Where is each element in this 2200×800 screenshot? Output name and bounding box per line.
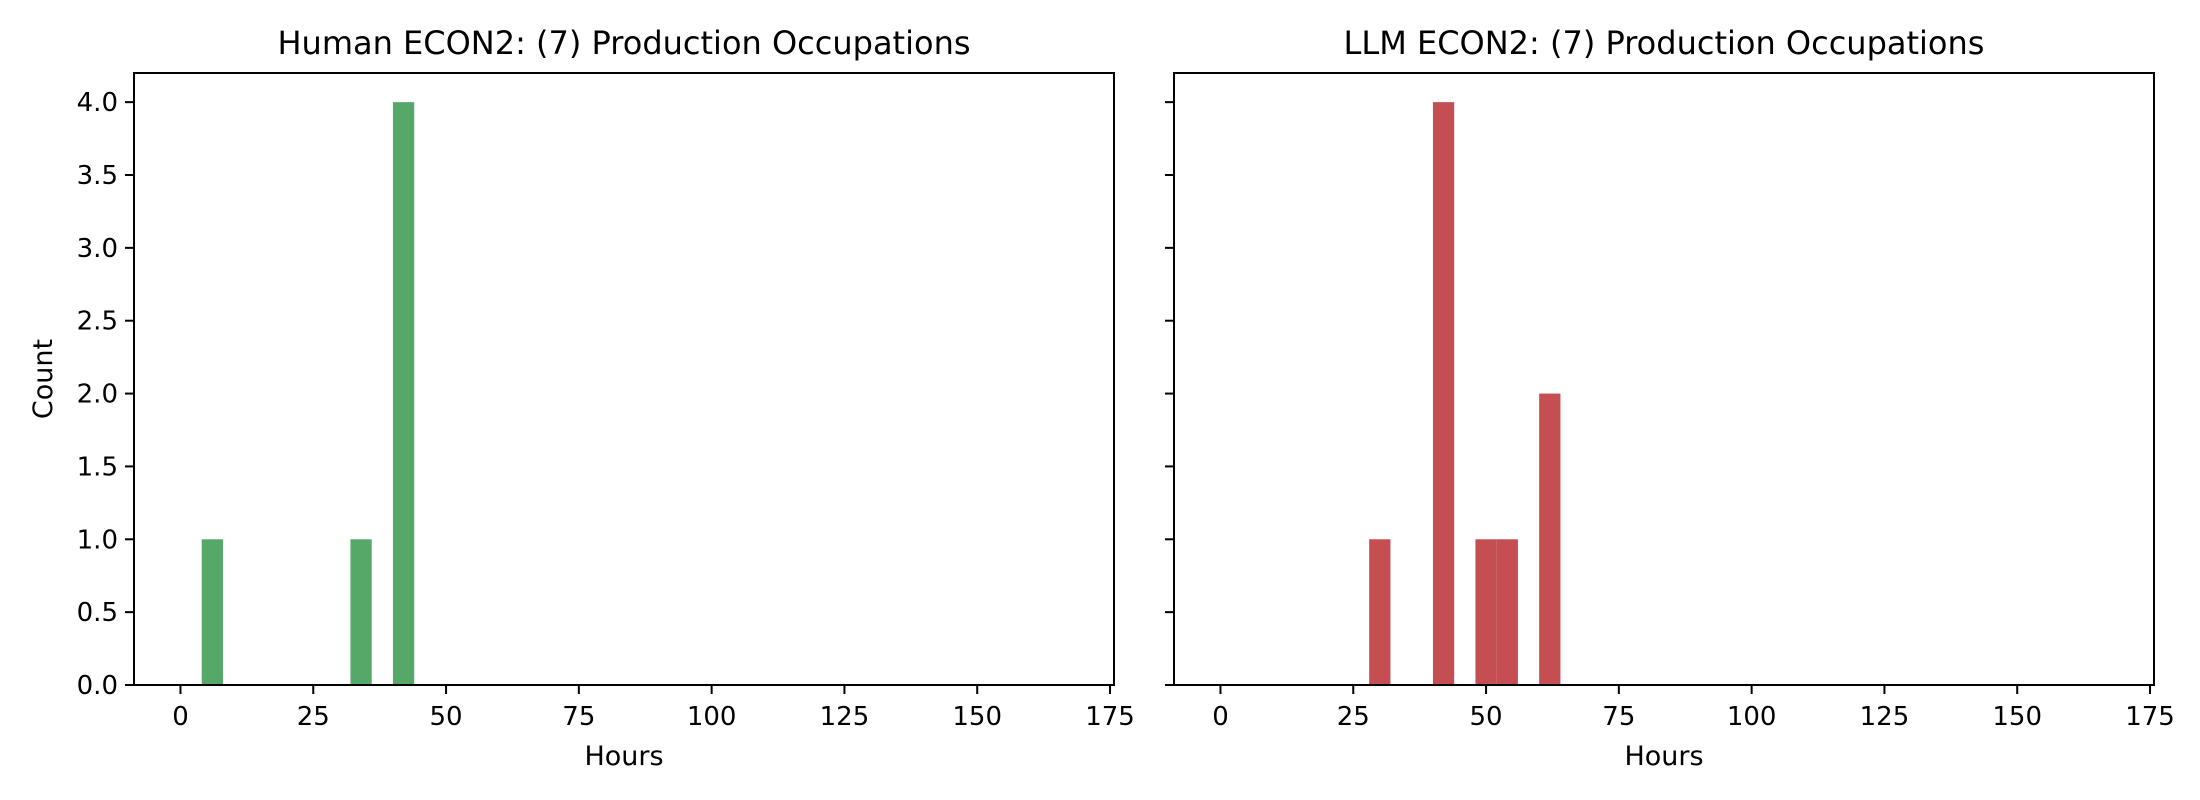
x-tick-label: 50 bbox=[1470, 702, 1503, 732]
x-tick-label: 0 bbox=[172, 702, 189, 732]
histogram-bar bbox=[201, 539, 223, 685]
y-tick-label: 2.5 bbox=[77, 307, 118, 337]
y-tick-label: 3.0 bbox=[77, 234, 118, 264]
histogram-bar bbox=[1475, 539, 1497, 685]
y-tick-label: 4.0 bbox=[77, 88, 118, 118]
y-tick-label: 3.5 bbox=[77, 161, 118, 191]
y-tick-label: 1.5 bbox=[77, 452, 118, 482]
chart-title: Human ECON2: (7) Production Occupations bbox=[277, 24, 970, 62]
histogram-bar bbox=[350, 539, 372, 685]
x-tick-label: 50 bbox=[430, 702, 463, 732]
histogram-bar bbox=[1432, 102, 1455, 685]
plot-frame bbox=[133, 72, 1115, 686]
llm-histogram-panel: LLM ECON2: (7) Production Occupations 0 2… bbox=[1165, 24, 2175, 772]
x-tick-label: 75 bbox=[1602, 702, 1635, 732]
histogram-bar bbox=[1496, 539, 1518, 685]
x-tick-label: 25 bbox=[297, 702, 330, 732]
histogram-bar bbox=[1369, 539, 1391, 685]
x-tick-label: 175 bbox=[1085, 702, 1135, 732]
human-histogram-panel: Human ECON2: (7) Production Occupations … bbox=[28, 24, 1135, 772]
x-tick-label: 175 bbox=[2125, 702, 2175, 732]
x-tick-label: 0 bbox=[1212, 702, 1229, 732]
x-tick-label: 25 bbox=[1337, 702, 1370, 732]
histogram-bar bbox=[392, 102, 415, 685]
plot-frame bbox=[1173, 72, 2155, 686]
x-tick-label: 125 bbox=[1860, 702, 1910, 732]
y-tick-label: 1.0 bbox=[77, 525, 118, 555]
y-tick-label: 2.0 bbox=[77, 380, 118, 410]
x-tick-label: 125 bbox=[820, 702, 870, 732]
y-axis-label: Count bbox=[28, 339, 59, 419]
x-tick-label: 150 bbox=[1992, 702, 2042, 732]
x-tick-label: 150 bbox=[952, 702, 1002, 732]
x-axis-label: Hours bbox=[1624, 741, 1703, 772]
x-tick-label: 75 bbox=[562, 702, 595, 732]
chart-title: LLM ECON2: (7) Production Occupations bbox=[1344, 24, 1985, 62]
y-tick-label: 0.0 bbox=[77, 671, 118, 701]
x-tick-label: 100 bbox=[687, 702, 737, 732]
x-axis-label: Hours bbox=[584, 741, 663, 772]
y-tick-label: 0.5 bbox=[77, 598, 118, 628]
x-tick-label: 100 bbox=[1727, 702, 1777, 732]
histogram-bar bbox=[1539, 393, 1561, 685]
